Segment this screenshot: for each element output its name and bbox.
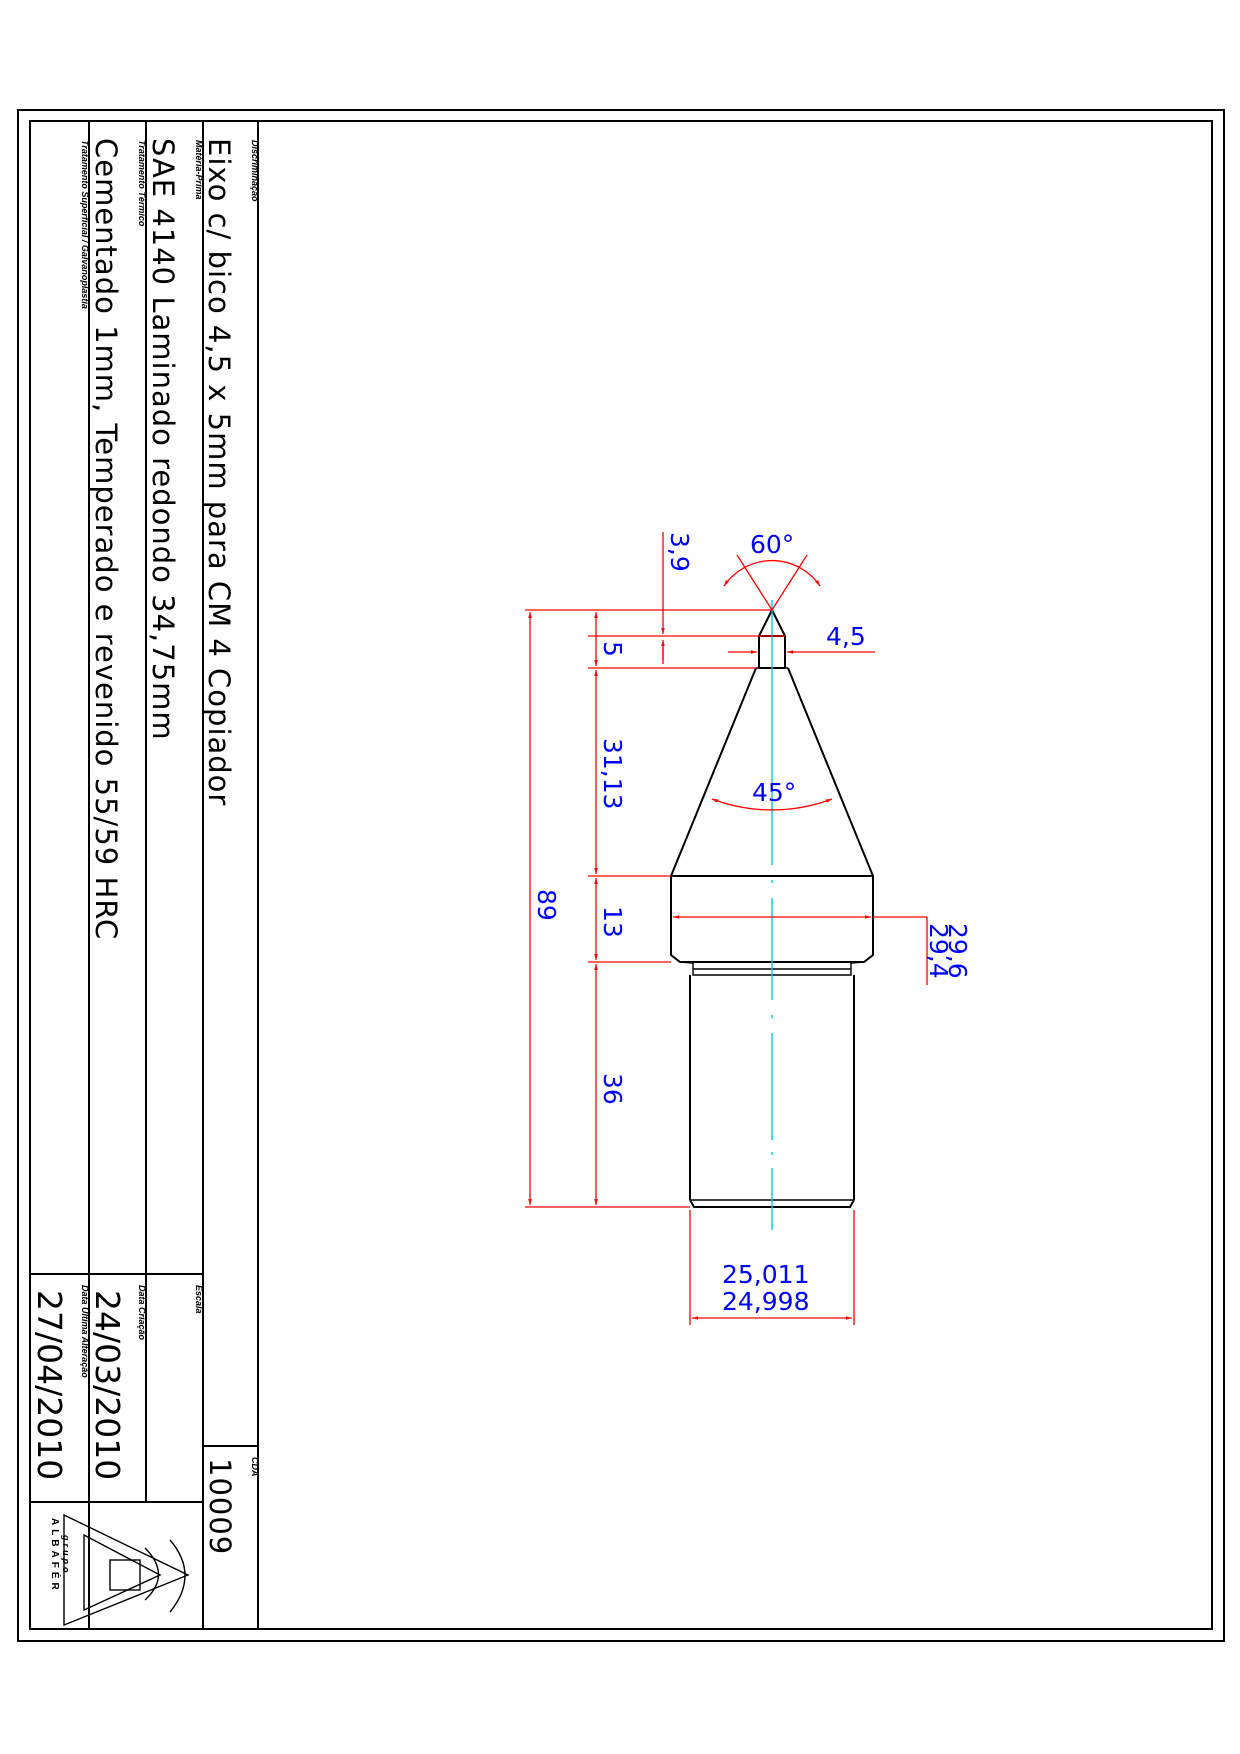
created-date: 24/03/2010 [88,1290,127,1480]
scale-label: Escala [194,1285,204,1314]
modified-label: Data Última Alteração [80,1285,91,1378]
cda-label: CDA [250,1457,260,1477]
svg-text:grupo: grupo [61,1534,71,1576]
description-label: Discriminação [250,140,260,202]
part-outline [670,609,874,1208]
dim-shank-dia-min: 24,998 [722,1287,809,1316]
dim-collar-length: 13 [598,906,627,938]
heat-treatment-label: Tratamento Térmico [137,140,147,227]
dim-total-length: 89 [532,889,561,921]
dimension-labels: 60° 45° 4,5 3,9 5 31,13 13 36 89 29,6 29… [532,530,972,1316]
dim-collar-dia-min: 29,4 [924,923,953,979]
outer-border [17,109,1225,1642]
created-label: Data Criação [137,1285,147,1341]
material-text: SAE 4140 Laminado redondo 34,75mm [146,138,180,741]
description-text: Eixo c/ bico 4,5 x 5mm para CM 4 Copiado… [202,138,236,806]
surface-treatment-label: Tratamento Superficial / Galvanoplastia [80,140,90,309]
modified-date: 27/04/2010 [30,1290,69,1480]
dim-pin-diameter: 4,5 [826,622,866,651]
dim-pin-length: 5 [598,641,627,657]
material-label: Matéria-Prima [194,140,204,200]
dim-shank-length: 36 [598,1073,627,1105]
dim-collar-dia-max: 29,6 [943,923,972,979]
dim-cone-length: 31,13 [598,738,627,810]
dim-tip-length: 3,9 [665,532,694,572]
dimension-lines [525,532,928,1325]
title-block [30,121,259,1629]
svg-text:ALBAFÉR: ALBAFÉR [49,1518,62,1594]
inner-border [29,120,1213,1630]
heat-treatment-text: Cementado 1mm, Temperado e revenido 55/5… [89,138,123,940]
company-logo: ALBAFÉR grupo [49,1513,190,1627]
dim-tip-angle: 60° [750,530,794,559]
dim-cone-angle: 45° [752,778,796,807]
cda-number: 10009 [203,1458,237,1555]
dim-shank-dia-max: 25,011 [722,1260,809,1289]
